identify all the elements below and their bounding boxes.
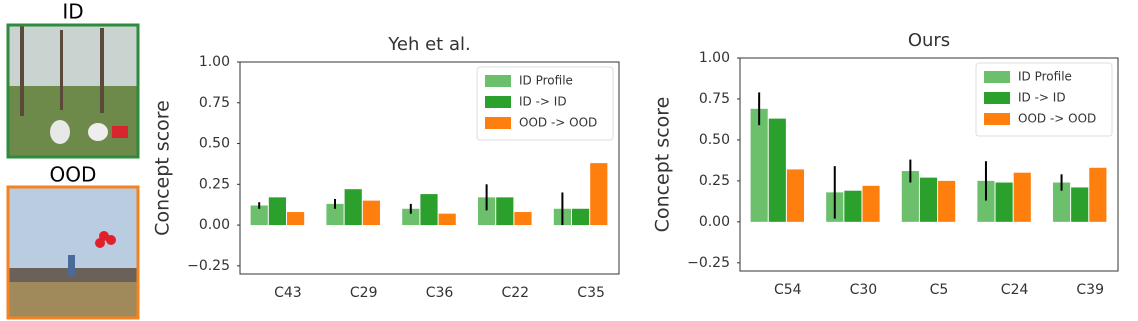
bar <box>590 163 608 226</box>
legend-swatch <box>984 92 1010 104</box>
bar <box>326 203 344 226</box>
photo-dog <box>88 123 108 141</box>
bar <box>938 180 956 222</box>
legend-swatch <box>485 75 511 87</box>
photo-tree <box>20 26 24 116</box>
bar <box>362 200 380 226</box>
bar <box>438 213 456 226</box>
photo-dog <box>50 120 70 144</box>
image-label: ID <box>62 0 83 24</box>
x-tick-label: C39 <box>1076 282 1104 298</box>
bar <box>977 180 995 222</box>
photo-balloon <box>95 238 105 248</box>
bar <box>402 208 420 226</box>
y-tick-label: 0.00 <box>699 214 730 230</box>
bar <box>344 189 362 226</box>
bar <box>572 208 590 226</box>
bar <box>1089 167 1107 222</box>
image-border <box>6 185 140 320</box>
ood-image <box>6 185 140 320</box>
image-border <box>6 23 140 159</box>
bar <box>862 185 880 222</box>
legend: ID Profile ID -> ID OOD -> OOD <box>975 62 1113 137</box>
x-tick-label: C35 <box>577 285 605 301</box>
x-tick-label: C24 <box>1001 282 1029 298</box>
legend-swatch <box>485 117 511 129</box>
photo-tree <box>100 28 104 113</box>
plot-frame <box>739 57 1119 272</box>
legend-label: OOD -> OOD <box>1018 112 1096 126</box>
x-tick-label: C5 <box>930 282 949 298</box>
legend-label: ID -> ID <box>1018 91 1066 105</box>
bar <box>478 197 496 226</box>
x-tick-label: C36 <box>426 285 454 301</box>
bar <box>1052 182 1071 222</box>
bar <box>844 190 862 222</box>
photo-tree <box>60 30 63 110</box>
legend-label: ID -> ID <box>519 95 567 109</box>
y-tick-label: 1.00 <box>199 54 230 70</box>
photo-child <box>68 255 75 275</box>
photo-toy <box>112 126 128 138</box>
x-tick-label: C54 <box>774 282 802 298</box>
bar <box>919 177 938 222</box>
plot-frame <box>239 61 620 275</box>
chart-title: Ours <box>908 30 950 51</box>
bar <box>420 194 438 226</box>
y-tick-label: 0.00 <box>199 217 230 233</box>
y-tick-label: 0.75 <box>699 91 730 107</box>
y-axis-label: Concept score <box>652 97 674 233</box>
chart: Ours Concept score −0.25 0.00 0.25 0.50 0.75 1.… <box>652 30 1119 298</box>
chart-title: Yeh et al. <box>387 34 470 55</box>
id-image <box>6 23 140 159</box>
bar <box>1071 187 1089 222</box>
legend-swatch <box>984 113 1010 125</box>
legend-swatch <box>984 71 1010 83</box>
bar <box>901 171 919 222</box>
y-tick-label: 0.25 <box>699 173 730 189</box>
bar <box>250 205 268 226</box>
photo-balloon <box>106 235 116 245</box>
x-tick-label: C30 <box>850 282 878 298</box>
legend: ID Profile ID -> ID OOD -> OOD <box>476 66 614 141</box>
bar <box>995 182 1013 222</box>
bar <box>750 108 768 222</box>
photo-ground <box>9 280 137 317</box>
x-tick-label: C22 <box>502 285 530 301</box>
chart: Yeh et al. Concept score −0.25 0.00 0.25 0.50… <box>152 34 620 301</box>
bar <box>514 212 532 226</box>
legend-label: OOD -> OOD <box>519 116 597 130</box>
y-axis-label: Concept score <box>152 100 174 236</box>
y-tick-label: 0.50 <box>699 132 730 148</box>
y-tick-label: 0.75 <box>199 95 230 111</box>
x-tick-label: C43 <box>274 285 302 301</box>
y-tick-label: −0.25 <box>187 258 230 274</box>
y-tick-label: 0.50 <box>199 136 230 152</box>
legend-label: ID Profile <box>519 74 573 88</box>
y-tick-label: 0.25 <box>199 176 230 192</box>
bar <box>786 169 805 222</box>
bar <box>496 197 514 226</box>
y-tick-label: 1.00 <box>699 50 730 66</box>
y-tick-label: −0.25 <box>687 255 730 271</box>
bar <box>268 197 286 226</box>
bar <box>286 212 305 226</box>
photo-sky <box>9 26 137 86</box>
legend-label: ID Profile <box>1018 70 1072 84</box>
image-label: OOD <box>50 163 97 187</box>
x-tick-label: C29 <box>350 285 378 301</box>
bar <box>1013 172 1031 222</box>
legend-swatch <box>485 96 511 108</box>
bar <box>768 118 786 222</box>
